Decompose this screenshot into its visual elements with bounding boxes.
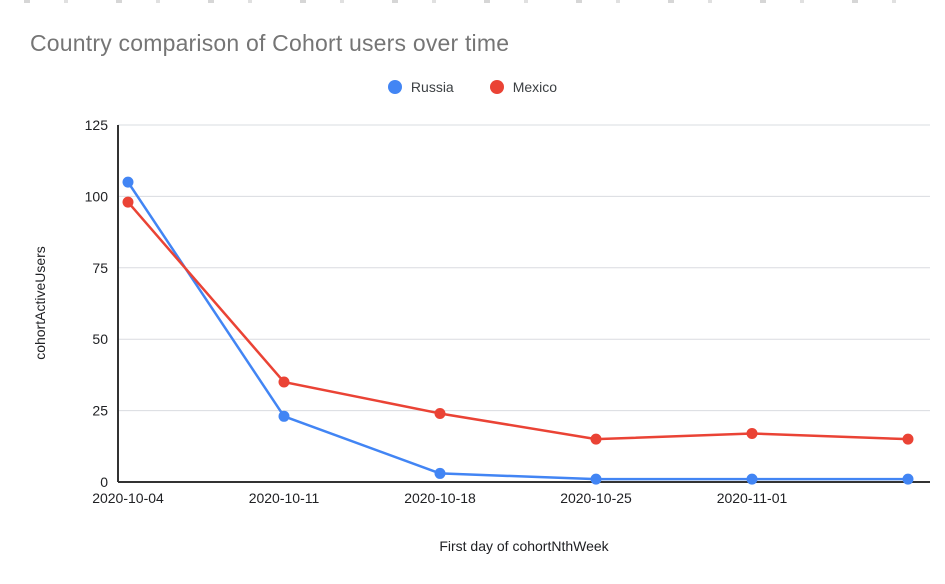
x-tick-label-2020-10-25: 2020-10-25 — [560, 490, 632, 506]
legend-swatch-russia — [387, 80, 402, 94]
x-tick-label-2020-11-01: 2020-11-01 — [717, 490, 788, 506]
x-axis-title: First day of cohortNthWeek — [439, 538, 609, 554]
y-tick-label-100: 100 — [85, 188, 109, 204]
series-line-russia — [126, 180, 910, 481]
series-line-mexico — [126, 200, 910, 441]
data-point-mexico-1[interactable] — [278, 376, 290, 388]
data-point-russia-5[interactable] — [902, 473, 914, 485]
chart-legend: Russia Mexico — [0, 79, 945, 95]
x-tick-label-2020-10-18: 2020-10-18 — [404, 490, 476, 506]
legend-item-russia: Russia — [387, 79, 454, 95]
y-tick-label-125: 125 — [85, 117, 109, 133]
data-point-russia-0[interactable] — [122, 176, 134, 188]
data-point-mexico-5[interactable] — [902, 433, 914, 445]
y-tick-label-50: 50 — [92, 331, 108, 347]
legend-label-mexico: Mexico — [512, 79, 558, 95]
data-point-mexico-0[interactable] — [122, 196, 134, 208]
y-tick-label-25: 25 — [92, 403, 108, 419]
legend-swatch-mexico — [489, 80, 504, 94]
data-point-russia-1[interactable] — [278, 410, 290, 422]
chart-title: Country comparison of Cohort users over … — [30, 30, 510, 56]
x-tick-label-2020-10-11: 2020-10-11 — [249, 490, 320, 506]
data-point-russia-4[interactable] — [746, 473, 758, 485]
data-point-mexico-4[interactable] — [746, 427, 758, 439]
y-tick-label-0: 0 — [100, 474, 108, 490]
legend-label-russia: Russia — [410, 79, 454, 95]
data-point-russia-3[interactable] — [590, 473, 602, 485]
data-point-mexico-3[interactable] — [590, 433, 602, 445]
cropped-row-artifact — [24, 0, 921, 3]
y-tick-label-75: 75 — [92, 260, 108, 276]
x-tick-label-2020-10-04: 2020-10-04 — [92, 490, 164, 506]
legend-item-mexico: Mexico — [489, 79, 558, 95]
data-point-mexico-2[interactable] — [434, 407, 446, 419]
data-point-russia-2[interactable] — [434, 467, 446, 479]
